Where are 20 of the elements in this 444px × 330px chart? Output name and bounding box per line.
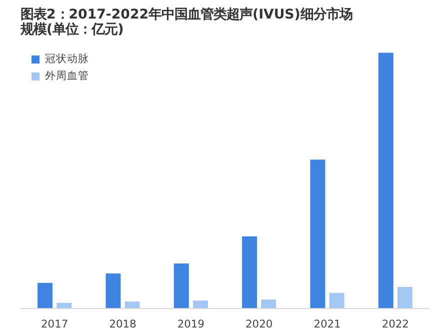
bar [397, 287, 412, 308]
x-tick-label: 2022 [382, 318, 409, 330]
bar [124, 302, 140, 308]
bar [242, 236, 258, 308]
bar [310, 160, 326, 308]
legend-label: 冠状动脉 [45, 52, 89, 66]
x-tick-label: 2017 [41, 318, 68, 330]
bar [174, 263, 189, 308]
x-tick-label: 2021 [314, 318, 341, 330]
chart-title: 图表2：2017-2022年中国血管类超声(IVUS)细分市场规模(单位：亿元) [20, 6, 352, 38]
bar [378, 52, 394, 308]
legend-label: 外周血管 [45, 69, 89, 83]
x-tick-label: 2020 [246, 318, 273, 330]
x-tick-label: 2018 [109, 318, 137, 330]
bar [38, 282, 53, 308]
bar [192, 300, 208, 308]
bar [261, 300, 276, 308]
bar [329, 292, 344, 308]
x-tick-label: 2019 [177, 318, 205, 330]
bar [106, 273, 121, 308]
